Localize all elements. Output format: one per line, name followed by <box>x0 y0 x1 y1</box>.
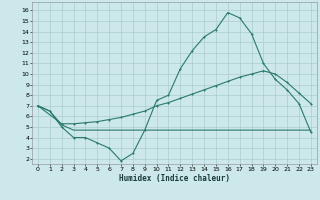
X-axis label: Humidex (Indice chaleur): Humidex (Indice chaleur) <box>119 174 230 183</box>
